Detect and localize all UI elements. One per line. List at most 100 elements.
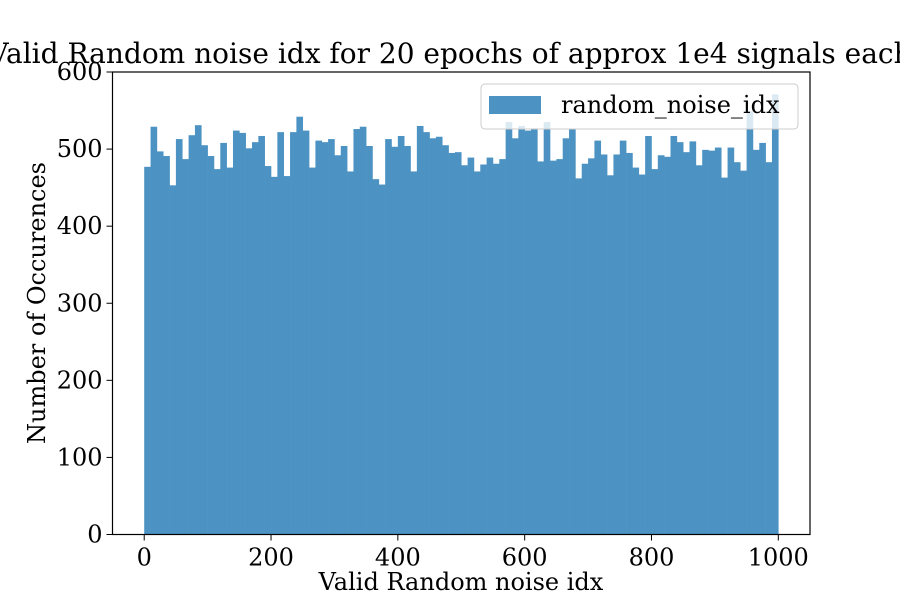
x-axis: 0 200 400 600 800 1000 <box>137 534 809 572</box>
histogram-bar <box>302 130 310 535</box>
histogram-bar <box>651 169 659 535</box>
x-tick-label: 600 <box>502 544 548 572</box>
histogram-bar <box>676 142 684 535</box>
histogram-bar <box>746 111 754 535</box>
histogram-bar <box>657 155 665 535</box>
histogram-bar <box>594 140 602 535</box>
histogram-bar <box>613 154 621 535</box>
y-tick-label: 600 <box>57 58 103 86</box>
y-tick-label: 200 <box>57 366 103 394</box>
y-tick-label: 0 <box>87 521 102 549</box>
histogram-bar <box>347 171 354 535</box>
histogram-bar <box>581 163 589 535</box>
histogram-bar <box>435 136 443 535</box>
histogram-bar <box>334 155 342 535</box>
histogram-bar <box>429 138 437 535</box>
y-tick-label: 300 <box>57 289 103 317</box>
histogram-bar <box>182 159 189 535</box>
y-tick-label: 400 <box>57 212 103 240</box>
y-tick-label: 100 <box>57 443 103 471</box>
histogram-bar <box>448 152 456 535</box>
histogram-bar <box>727 147 735 535</box>
histogram-bar <box>315 140 323 535</box>
legend-swatch <box>489 96 541 114</box>
histogram-bar <box>607 175 614 535</box>
x-tick-label: 200 <box>248 544 294 572</box>
histogram-bar <box>714 147 722 535</box>
histogram-bar <box>505 122 513 535</box>
histogram-bar <box>492 163 500 535</box>
histogram-bar <box>638 174 646 535</box>
histogram-bar <box>290 132 297 535</box>
y-axis: 0 100 200 300 400 500 600 <box>57 58 113 549</box>
histogram-bar <box>562 138 570 535</box>
histogram-bar <box>683 152 690 535</box>
histogram-bar <box>550 160 557 535</box>
histogram-bar <box>695 165 703 535</box>
histogram-bar <box>264 166 272 535</box>
histogram-bar <box>353 129 361 535</box>
histogram-bar <box>385 139 392 535</box>
histogram-bar <box>277 132 285 535</box>
legend: random_noise_idx <box>480 83 799 130</box>
x-tick-label: 400 <box>375 544 421 572</box>
histogram-bar <box>645 135 652 535</box>
histogram-bar <box>201 145 208 535</box>
histogram-bar <box>156 151 164 535</box>
histogram-bar <box>226 167 234 535</box>
histogram-bar <box>175 139 183 535</box>
histogram-bar <box>296 116 304 535</box>
histogram-bar <box>702 149 709 535</box>
histogram-bar <box>416 125 424 535</box>
histogram-bar <box>543 122 551 535</box>
histogram-bar <box>480 164 487 535</box>
histogram-bar <box>518 125 525 535</box>
histogram-bar <box>220 142 227 535</box>
histogram-bar <box>410 171 418 535</box>
histogram-bar <box>461 165 468 535</box>
histogram-bar <box>765 162 773 535</box>
histogram-bar <box>391 146 399 535</box>
histogram-bar <box>721 177 728 535</box>
histogram-bar <box>759 142 766 535</box>
histogram-bar <box>600 154 608 535</box>
histogram-bar <box>473 171 481 535</box>
histogram-bar <box>454 152 462 535</box>
histogram-bar <box>733 162 741 535</box>
histogram-bar <box>207 156 215 535</box>
histogram-bar <box>194 125 202 535</box>
histogram-bar <box>752 149 760 535</box>
histogram-bar <box>309 167 316 535</box>
histogram-bar <box>188 135 196 535</box>
histogram-bar <box>271 176 278 535</box>
histogram-bar <box>531 128 538 535</box>
histogram-bar <box>442 145 449 535</box>
histogram-bar <box>626 152 633 535</box>
histogram-bar <box>404 146 411 535</box>
histogram-bar <box>239 132 246 535</box>
histogram-bar <box>150 126 158 535</box>
histogram-bar <box>283 176 291 535</box>
histogram-bar <box>467 157 475 535</box>
histogram-bar <box>252 142 259 535</box>
histogram-bar <box>511 138 519 535</box>
histogram-bar <box>588 158 595 535</box>
histogram-bar <box>232 130 240 535</box>
histogram-bar <box>169 185 177 535</box>
legend-label: random_noise_idx <box>561 91 780 119</box>
histogram-bar <box>670 135 678 535</box>
histogram-bar <box>569 129 576 535</box>
histogram-bar <box>423 132 430 535</box>
histogram-bar <box>771 94 779 535</box>
histogram-bar <box>632 167 640 535</box>
histogram-bar <box>144 166 151 535</box>
histogram-bar <box>499 159 506 535</box>
histogram-bar <box>619 140 627 535</box>
histogram-bar <box>213 169 221 535</box>
chart-title: Valid Random noise idx for 20 epochs of … <box>0 37 900 70</box>
histogram-bar <box>258 135 265 535</box>
histogram-bar <box>486 157 494 535</box>
legend-box <box>480 83 799 130</box>
histogram-bar <box>575 178 583 535</box>
histogram-bar <box>366 146 373 535</box>
